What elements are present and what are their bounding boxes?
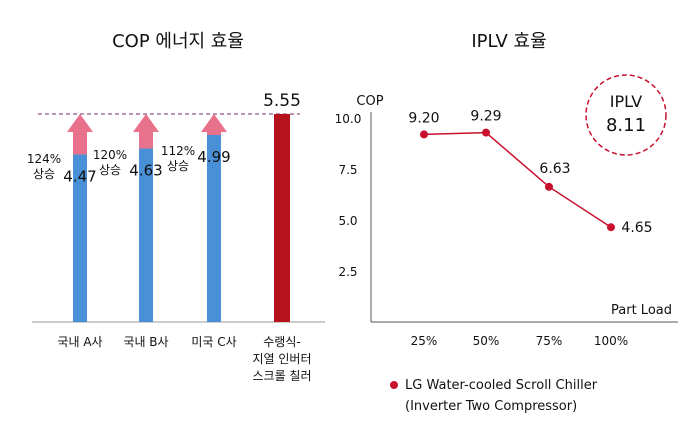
iplv-badge-value: 8.11 [606,115,646,136]
left-chart-title: COP 에너지 효율 [112,31,244,52]
improvement-label-2: 120% 상승 [93,148,127,177]
category-label-3: 미국 C사 [191,335,236,349]
data-label-3: 6.63 [539,161,570,177]
y-tick-label-4: 2.5 [338,265,357,279]
bar-value-label-4: 5.55 [263,91,301,111]
gain-arrow-head-1 [67,114,93,132]
data-point-2 [482,128,490,137]
category-label-2: 국내 B사 [123,335,168,349]
x-tick-label-4: 100% [594,334,628,348]
x-axis-label: Part Load [611,303,672,318]
gain-arrow-shaft-2 [139,130,153,149]
data-point-1 [420,130,428,139]
right-chart-title: IPLV 효율 [471,31,546,52]
data-point-3 [545,182,553,191]
data-point-4 [607,223,615,232]
y-tick-label-1: 10.0 [335,112,362,126]
bar-value-label-2: 4.63 [129,161,162,179]
y-axis-label: COP [356,94,383,109]
improvement-label-3: 112% 상승 [161,144,195,173]
category-label-4: 수랭식-지열 인버터 스크롤 칠러 [252,335,311,383]
iplv-badge-label: IPLV [610,92,643,111]
iplv-badge-circle [585,74,667,156]
x-tick-label-1: 25% [411,334,438,348]
legend-label: LG Water-cooled Scroll Chiller (Inverter … [405,378,598,414]
x-tick-label-2: 50% [473,334,500,348]
x-tick-label-3: 75% [536,334,563,348]
gain-arrow-shaft-3 [207,130,221,135]
data-label-1: 9.20 [408,110,439,126]
data-label-2: 9.29 [470,109,501,125]
legend-marker [390,381,398,389]
gain-arrow-head-2 [133,114,159,132]
bar-value-label-3: 4.99 [197,148,230,166]
bar-4 [274,114,290,322]
series-line [423,131,612,228]
data-label-4: 4.65 [621,220,652,236]
bar-2 [139,148,153,322]
gain-arrow-head-3 [201,114,227,132]
bar-value-label-1: 4.47 [63,167,96,185]
y-tick-label-2: 7.5 [338,163,357,177]
gain-arrow-shaft-1 [73,130,87,155]
bar-3 [207,134,221,322]
bar-1 [73,154,87,322]
y-tick-label-3: 5.0 [338,214,357,228]
category-label-1: 국내 A사 [57,335,102,349]
improvement-label-1: 124% 상승 [27,152,61,181]
